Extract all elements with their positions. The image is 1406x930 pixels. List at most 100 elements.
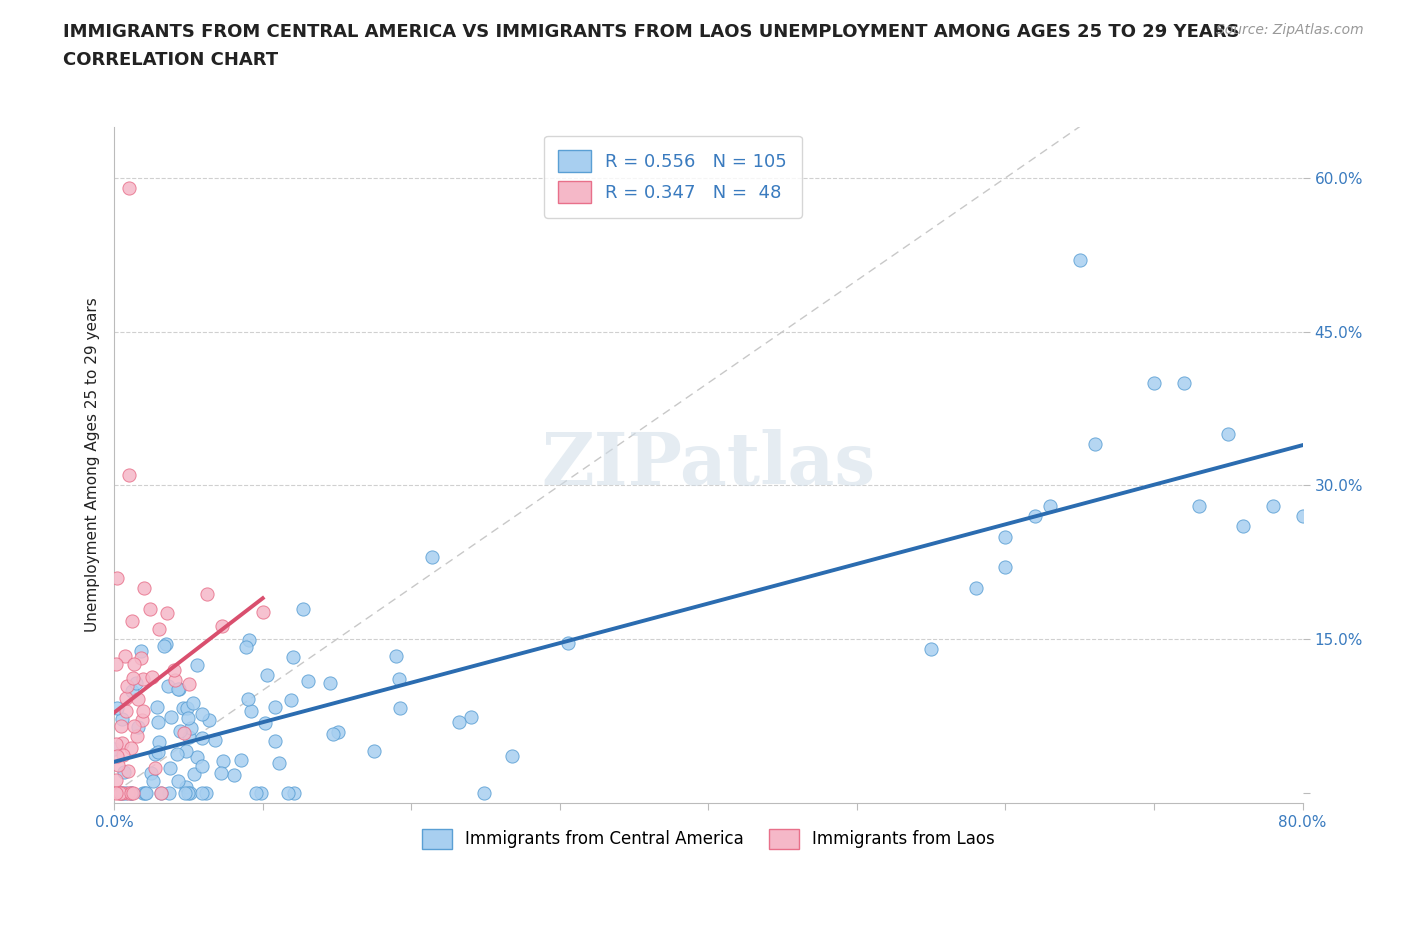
Point xyxy=(110,736,132,751)
Point xyxy=(1084,437,1107,452)
Point xyxy=(191,759,214,774)
Point xyxy=(264,733,287,748)
Point xyxy=(1039,498,1062,513)
Point xyxy=(176,711,198,725)
Point xyxy=(1187,498,1209,513)
Point xyxy=(447,715,470,730)
Point xyxy=(110,786,132,801)
Point xyxy=(1143,376,1166,391)
Point xyxy=(127,729,149,744)
Point xyxy=(105,700,128,715)
Point xyxy=(169,724,191,738)
Point xyxy=(1024,509,1046,524)
Point xyxy=(250,786,273,801)
Point xyxy=(195,786,218,801)
Point xyxy=(107,758,129,773)
Point xyxy=(124,657,146,671)
Point xyxy=(112,764,135,779)
Point xyxy=(120,741,142,756)
Point xyxy=(148,621,170,636)
Point xyxy=(108,786,131,801)
Text: ZIPatlas: ZIPatlas xyxy=(541,430,876,500)
Point xyxy=(157,679,180,694)
Point xyxy=(114,786,136,801)
Point xyxy=(149,786,172,801)
Point xyxy=(186,750,208,764)
Point xyxy=(118,468,141,483)
Point xyxy=(292,601,315,616)
Point xyxy=(125,676,148,691)
Point xyxy=(252,604,274,619)
Point xyxy=(231,752,253,767)
Point xyxy=(165,672,187,687)
Point xyxy=(388,700,411,715)
Point xyxy=(557,635,579,650)
Point xyxy=(150,786,173,801)
Point xyxy=(115,703,138,718)
Point xyxy=(120,786,142,801)
Point xyxy=(209,765,232,780)
Point xyxy=(114,648,136,663)
Point xyxy=(134,786,156,801)
Text: IMMIGRANTS FROM CENTRAL AMERICA VS IMMIGRANTS FROM LAOS UNEMPLOYMENT AMONG AGES : IMMIGRANTS FROM CENTRAL AMERICA VS IMMIG… xyxy=(63,23,1240,41)
Point xyxy=(122,786,145,801)
Point xyxy=(254,715,277,730)
Point xyxy=(994,560,1017,575)
Point xyxy=(148,734,170,749)
Point xyxy=(472,786,495,801)
Point xyxy=(156,605,179,620)
Text: CORRELATION CHART: CORRELATION CHART xyxy=(63,51,278,69)
Point xyxy=(280,693,302,708)
Point xyxy=(173,786,195,801)
Point xyxy=(191,786,214,801)
Point xyxy=(1291,509,1313,524)
Point xyxy=(177,786,200,801)
Point xyxy=(263,699,285,714)
Point xyxy=(117,678,139,693)
Point xyxy=(176,700,198,715)
Point xyxy=(107,786,129,801)
Point xyxy=(142,773,165,788)
Point xyxy=(501,749,523,764)
Point xyxy=(167,774,190,789)
Point xyxy=(204,732,226,747)
Point xyxy=(120,786,142,801)
Point xyxy=(197,712,219,727)
Point xyxy=(236,691,259,706)
Point xyxy=(245,786,267,801)
Point xyxy=(105,737,128,751)
Point xyxy=(174,743,197,758)
Point xyxy=(180,720,202,735)
Y-axis label: Unemployment Among Ages 25 to 29 years: Unemployment Among Ages 25 to 29 years xyxy=(86,298,100,632)
Point xyxy=(283,786,305,801)
Point xyxy=(177,677,200,692)
Point xyxy=(105,786,128,801)
Point xyxy=(420,550,443,565)
Point xyxy=(111,786,134,801)
Point xyxy=(211,618,233,633)
Point xyxy=(172,700,194,715)
Point xyxy=(239,703,262,718)
Point xyxy=(222,768,245,783)
Point xyxy=(153,639,176,654)
Point xyxy=(195,586,218,601)
Point xyxy=(131,712,153,727)
Point xyxy=(160,709,183,724)
Point xyxy=(235,640,257,655)
Point xyxy=(132,786,155,801)
Point xyxy=(162,662,184,677)
Point xyxy=(112,786,135,801)
Legend: Immigrants from Central America, Immigrants from Laos: Immigrants from Central America, Immigra… xyxy=(415,822,1001,856)
Point xyxy=(186,658,208,672)
Point xyxy=(167,681,190,696)
Point xyxy=(146,715,169,730)
Point xyxy=(297,673,319,688)
Point xyxy=(143,747,166,762)
Point xyxy=(121,671,143,685)
Point xyxy=(120,786,142,801)
Point xyxy=(145,699,167,714)
Point xyxy=(105,570,128,585)
Point xyxy=(319,675,342,690)
Text: Source: ZipAtlas.com: Source: ZipAtlas.com xyxy=(1216,23,1364,37)
Point xyxy=(127,720,149,735)
